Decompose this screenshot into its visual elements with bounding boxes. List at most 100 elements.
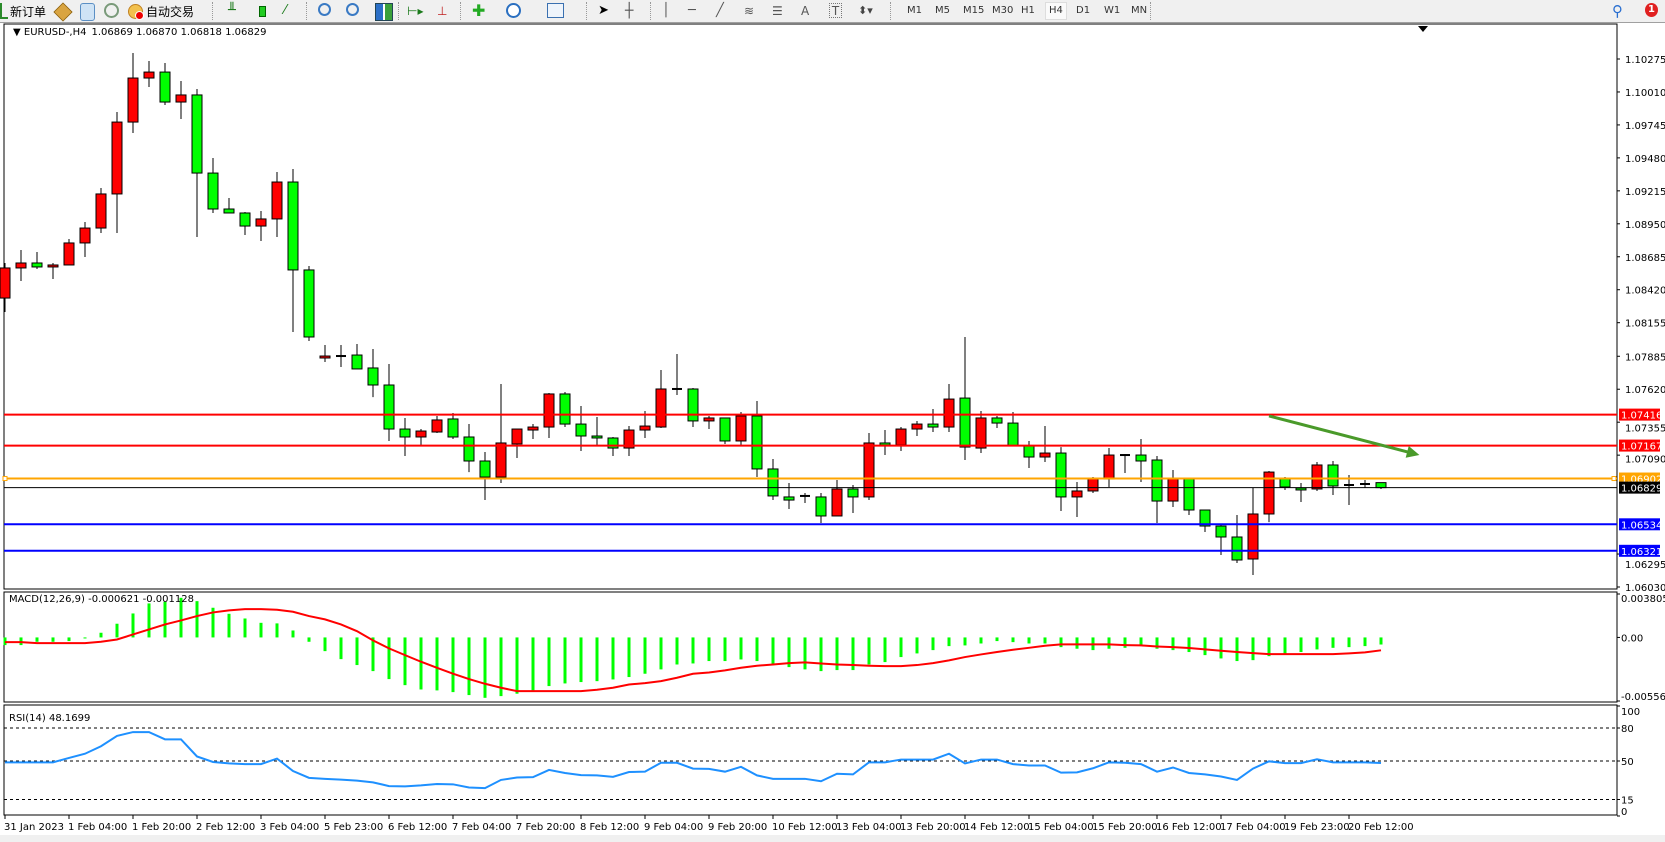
time-tick-label: 10 Feb 12:00 [772, 822, 838, 833]
candle-body [1312, 465, 1322, 489]
candle-body [896, 429, 906, 445]
navigator-icon[interactable] [80, 3, 95, 21]
candle-body [272, 182, 282, 219]
macd-histogram-bar [1028, 637, 1031, 643]
candle-body [112, 122, 122, 194]
time-tick-label: 13 Feb 04:00 [836, 822, 902, 833]
candle-body [448, 419, 458, 437]
macd-histogram-bar [388, 637, 391, 679]
candle-body [512, 429, 522, 444]
rsi-label: RSI(14) 48.1699 [9, 713, 90, 724]
macd-histogram-bar [1044, 637, 1047, 643]
time-tick-label: 15 Feb 04:00 [1028, 822, 1094, 833]
cursor-icon[interactable]: ➤ [598, 3, 614, 19]
macd-histogram-bar [676, 637, 679, 664]
time-tick-label: 7 Feb 20:00 [516, 822, 575, 833]
trendline-icon[interactable]: ╱ [716, 3, 732, 19]
time-tick-label: 14 Feb 12:00 [964, 822, 1030, 833]
macd-histogram-bar [644, 637, 647, 673]
candle-body [1328, 465, 1338, 486]
crosshair-icon[interactable]: ┼ [625, 3, 641, 19]
fibo-fan-icon[interactable]: ☰ [772, 3, 788, 19]
timeframe-m5[interactable]: M5 [932, 3, 953, 19]
auto-trading-label: 自动交易 [146, 3, 194, 20]
candle-body [544, 394, 554, 427]
price-tick-label: 1.06030 [1625, 583, 1665, 594]
timeframe-mn[interactable]: MN [1128, 3, 1150, 19]
macd-tick-label: 0.003805 [1621, 594, 1665, 605]
market-watch-icon[interactable] [53, 2, 72, 21]
macd-histogram-bar [1140, 637, 1143, 645]
periods-icon[interactable] [506, 3, 521, 18]
fibonacci-icon[interactable]: ≋ [744, 3, 760, 19]
candle-body [432, 420, 442, 432]
candle-body [1024, 446, 1034, 457]
macd-histogram-bar [148, 603, 151, 637]
templates-icon[interactable] [547, 3, 564, 18]
timeframe-h4[interactable]: H4 [1045, 2, 1067, 20]
macd-histogram-bar [84, 637, 87, 638]
macd-histogram-bar [36, 637, 39, 641]
macd-histogram-bar [1060, 637, 1063, 647]
candle-body [1152, 460, 1162, 501]
candle-body [592, 436, 602, 438]
indicators-icon[interactable]: ✚ [472, 3, 488, 19]
horizontal-line-icon[interactable]: ─ [688, 3, 704, 19]
candle-body [208, 173, 218, 209]
timeframe-m30[interactable]: M30 [989, 3, 1016, 19]
rsi-tick-label: 15 [1621, 796, 1634, 807]
separator [890, 2, 892, 20]
text-label-icon[interactable]: T [829, 3, 842, 18]
timeframe-w1[interactable]: W1 [1101, 3, 1123, 19]
timeframe-m1[interactable]: M1 [904, 3, 925, 19]
candlestick-icon[interactable] [254, 3, 270, 19]
alerts-icon[interactable]: 1 [1642, 3, 1658, 19]
candle-body [160, 72, 170, 102]
candle-body [768, 469, 778, 496]
candle-body [560, 394, 570, 424]
macd-histogram-bar [1076, 637, 1079, 648]
candle-body [288, 182, 298, 270]
text-icon[interactable]: A [801, 3, 817, 19]
search-icon[interactable]: ⚲ [1612, 3, 1628, 19]
candle-body [64, 243, 74, 265]
new-order-label: 新订单 [10, 3, 46, 20]
macd-histogram-bar [1332, 637, 1335, 647]
candle-body [704, 418, 714, 421]
chart-canvas[interactable]: 1.102751.100101.097451.094801.092151.089… [0, 23, 1665, 838]
candle [96, 188, 106, 233]
tile-windows-icon[interactable] [375, 3, 393, 21]
macd-histogram-bar [1300, 637, 1303, 652]
line-chart-icon[interactable]: ⁄ [284, 3, 300, 19]
bar-chart-icon[interactable]: ╨ [228, 3, 244, 19]
timeframe-h1[interactable]: H1 [1018, 3, 1038, 19]
timeframe-d1[interactable]: D1 [1073, 3, 1093, 19]
auto-scroll-icon[interactable]: ⊢▸ [407, 3, 423, 19]
macd-histogram-bar [580, 637, 583, 682]
macd-histogram-bar [692, 637, 695, 663]
candle [1312, 462, 1322, 491]
rsi-tick-label: 100 [1621, 707, 1640, 718]
auto-trading-button[interactable]: 自动交易 [128, 2, 194, 20]
zoom-in-icon[interactable] [318, 3, 331, 16]
zoom-out-icon[interactable] [346, 3, 359, 16]
candle [720, 418, 730, 444]
candle-body [784, 497, 794, 500]
chart-shift-icon[interactable]: ⊥ [437, 3, 453, 19]
macd-histogram-bar [868, 637, 871, 664]
macd-histogram-bar [1284, 637, 1287, 653]
timeframe-m15[interactable]: M15 [960, 3, 987, 19]
signals-icon[interactable] [104, 3, 119, 18]
arrows-icon[interactable]: ⬍▾ [858, 3, 874, 19]
separator [650, 2, 652, 20]
candle [736, 412, 746, 445]
candle-body [1088, 479, 1098, 491]
price-level-label: 1.06534 [1621, 520, 1662, 531]
new-order-button[interactable]: 新订单 [0, 2, 46, 20]
vertical-line-icon[interactable]: │ [662, 3, 678, 19]
macd-histogram-bar [484, 637, 487, 697]
macd-histogram-bar [564, 637, 567, 683]
macd-histogram-bar [340, 637, 343, 659]
candle-body [144, 72, 154, 78]
